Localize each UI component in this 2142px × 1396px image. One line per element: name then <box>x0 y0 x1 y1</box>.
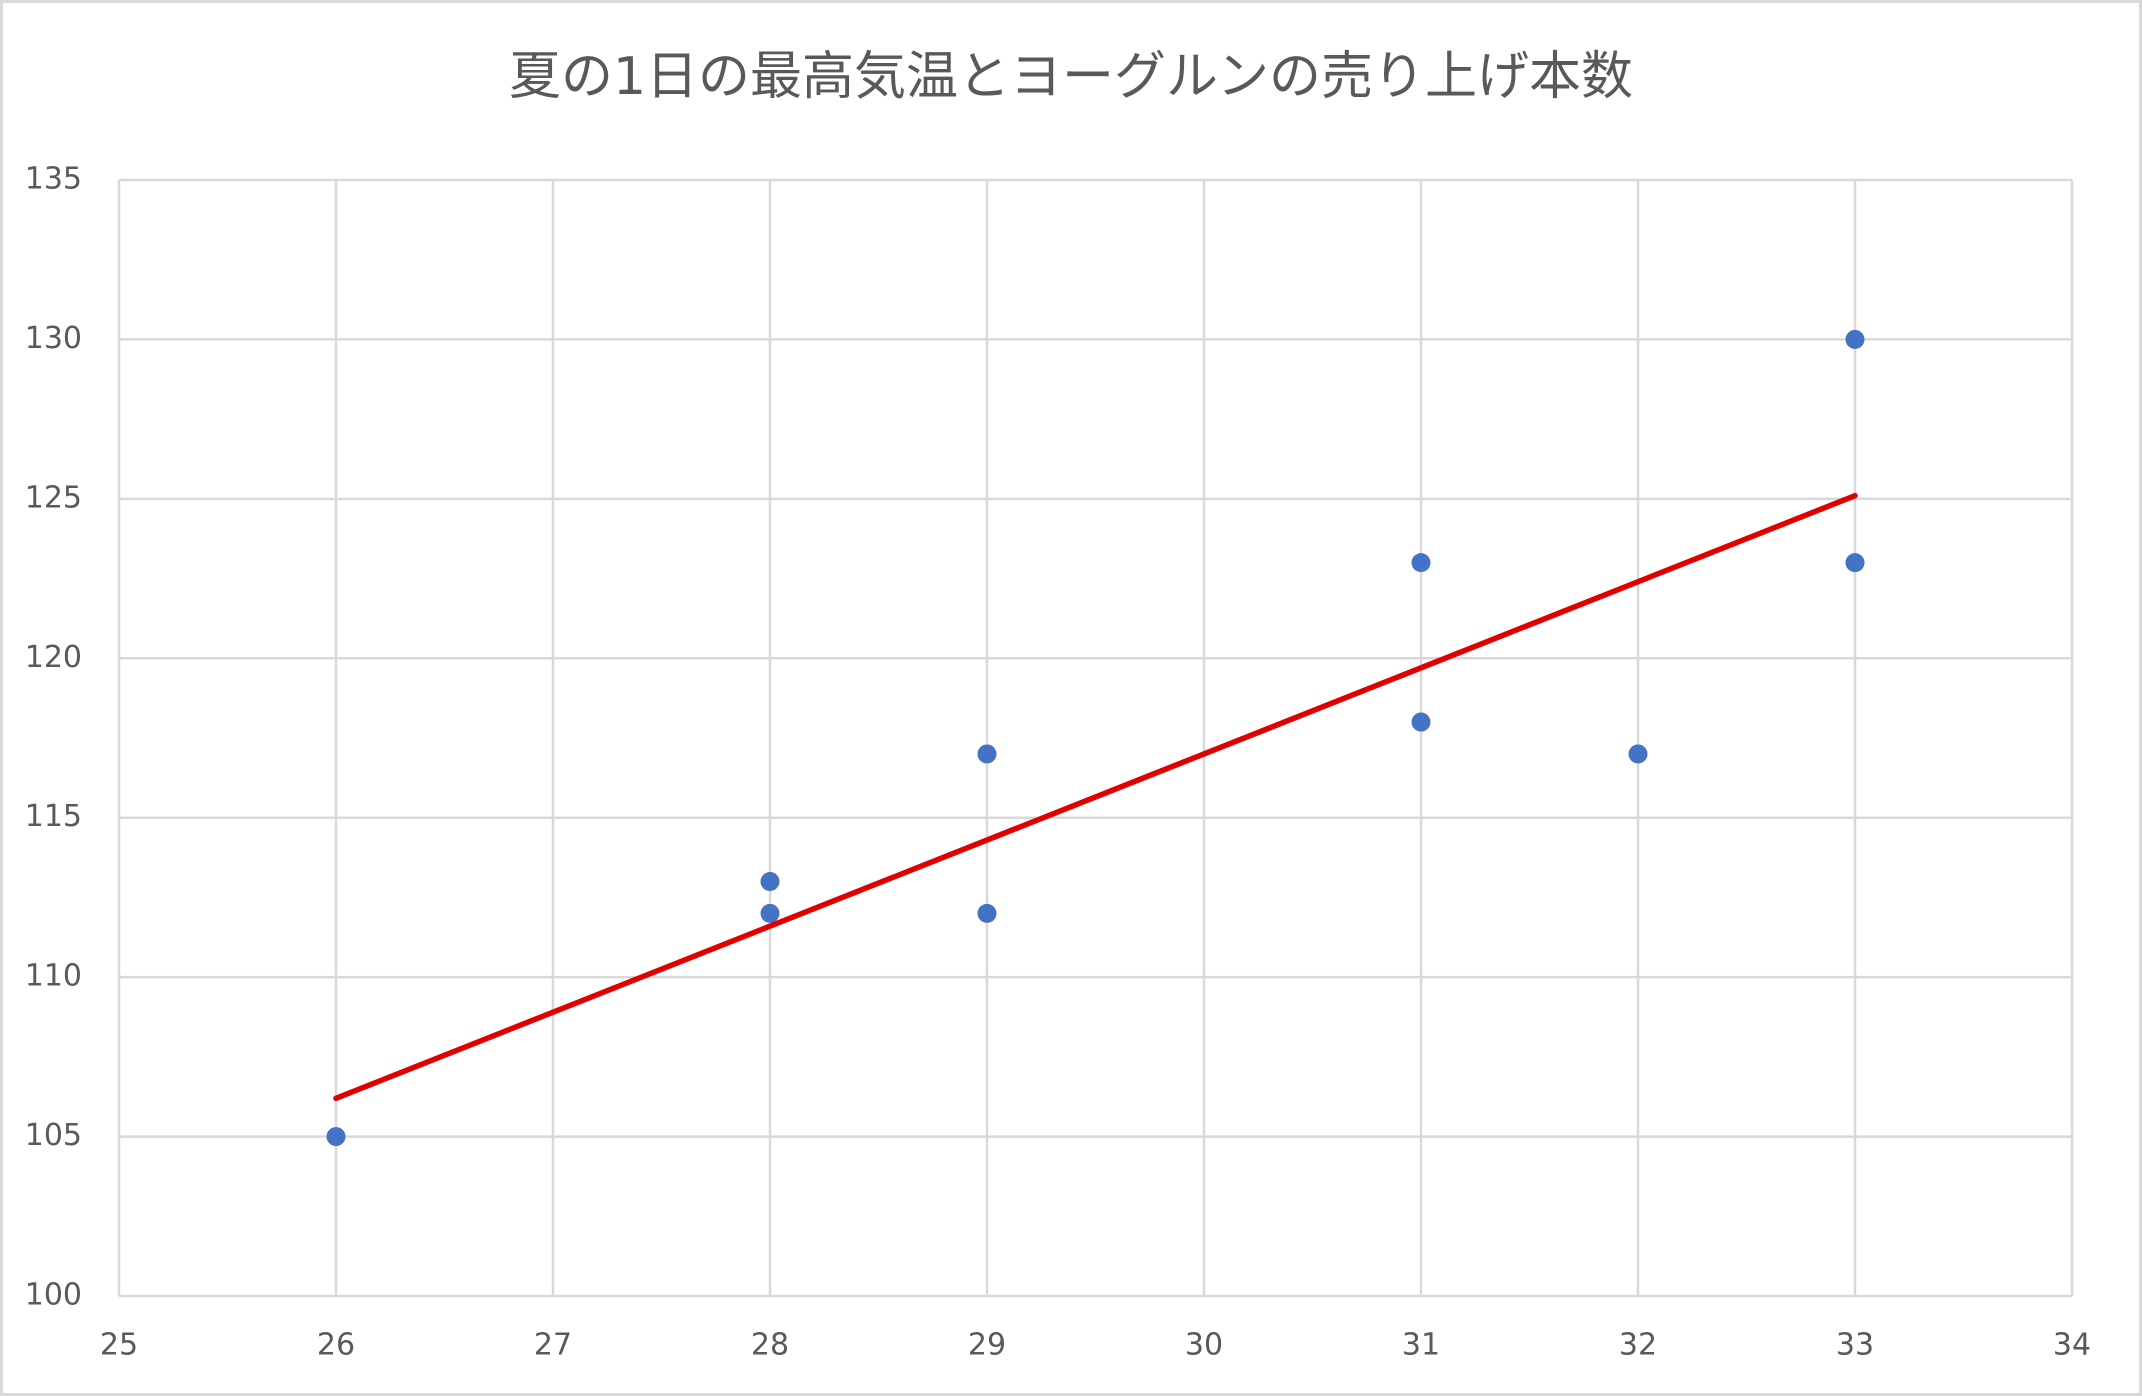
x-tick-label: 28 <box>751 1328 789 1363</box>
x-tick-label: 31 <box>1402 1328 1440 1363</box>
data-point <box>1845 553 1865 573</box>
data-point <box>760 903 780 923</box>
x-tick-label: 25 <box>100 1328 138 1363</box>
data-point <box>977 903 997 923</box>
data-point <box>1628 744 1648 764</box>
data-point <box>760 871 780 891</box>
y-tick-label: 115 <box>25 799 82 834</box>
x-tick-label: 34 <box>2053 1328 2091 1363</box>
data-point <box>977 744 997 764</box>
y-tick-label: 110 <box>25 959 82 994</box>
data-point <box>1845 329 1865 349</box>
x-tick-label: 33 <box>1836 1328 1874 1363</box>
y-tick-label: 100 <box>25 1278 82 1313</box>
chart-title: 夏の1日の最高気温とヨーグルンの売り上げ本数 <box>509 47 1633 107</box>
y-tick-label: 120 <box>25 640 82 675</box>
y-tick-label: 135 <box>25 162 82 197</box>
x-tick-label: 32 <box>1619 1328 1657 1363</box>
x-tick-label: 26 <box>317 1328 355 1363</box>
data-point <box>1411 712 1431 732</box>
y-tick-label: 125 <box>25 480 82 515</box>
data-point <box>326 1127 346 1147</box>
y-tick-label: 130 <box>25 321 82 356</box>
x-tick-label: 29 <box>968 1328 1006 1363</box>
x-tick-label: 30 <box>1185 1328 1223 1363</box>
data-point <box>1411 553 1431 573</box>
y-tick-label: 105 <box>25 1118 82 1153</box>
x-tick-label: 27 <box>534 1328 572 1363</box>
trendline <box>333 492 1858 1102</box>
